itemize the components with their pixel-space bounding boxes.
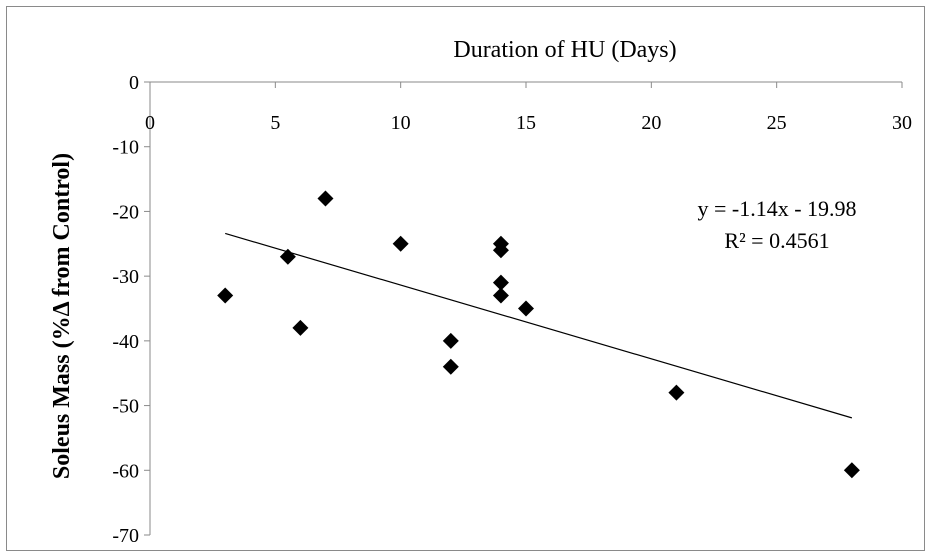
x-tick-label: 15 [516,112,536,134]
x-tick-label: 5 [270,112,280,134]
y-tick-label: 0 [129,72,139,94]
y-tick-label: -30 [112,266,139,288]
data-point-diamond [492,242,509,259]
x-tick-label: 30 [892,112,912,134]
data-point-diamond [492,287,509,304]
trendline-equation: y = -1.14x - 19.98 [697,196,856,221]
data-point-diamond [843,462,860,479]
y-tick-label: -60 [112,460,139,482]
x-tick-label: 10 [391,112,411,134]
trendline [225,232,853,419]
x-tick-label: 20 [641,112,661,134]
data-point-diamond [292,319,309,336]
data-point-diamond [492,274,509,291]
data-point-diamond [442,332,459,349]
y-tick-label: -10 [112,137,139,159]
y-tick-label: -20 [112,201,139,223]
y-tick-label: -40 [112,331,139,353]
data-point-diamond [518,300,534,317]
data-point-diamond [668,384,685,401]
data-point-diamond [392,235,409,252]
trendline-r-squared: R² = 0.4561 [724,228,829,253]
chart-frame [6,6,925,551]
y-tick-label: -50 [112,396,139,418]
points-layer [217,190,860,479]
x-tick-label: 0 [145,112,155,134]
x-axis-title: Duration of HU (Days) [453,37,676,63]
data-point-diamond [217,287,234,304]
y-tick-label: -70 [112,525,139,547]
trendline-layer [225,232,853,419]
axis-ticks: 0 5 10 15 20 25 30 0 -10 -20 -30 -40 -50 -60 -70 [112,72,912,547]
data-point-diamond [442,358,459,375]
y-axis-title: Soleus Mass (%Δ from Control) [49,153,75,479]
x-tick-label: 25 [767,112,787,134]
data-point-diamond [317,190,334,207]
data-point-diamond [279,248,296,265]
